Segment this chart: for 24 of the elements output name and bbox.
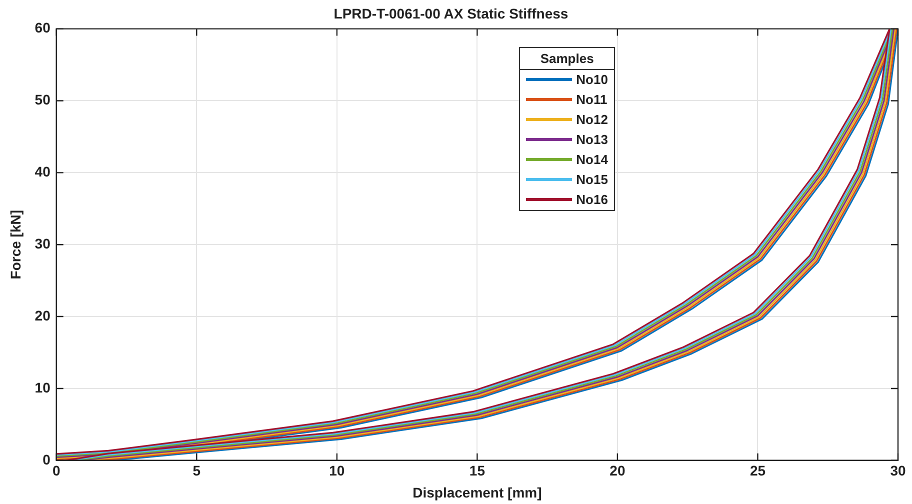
legend-title: Samples xyxy=(520,48,614,70)
legend-label: No16 xyxy=(576,192,608,208)
chart-title: LPRD-T-0061-00 AX Static Stiffness xyxy=(334,5,568,22)
x-tick-label: 25 xyxy=(750,462,766,479)
x-tick-label: 15 xyxy=(469,462,486,479)
legend-label: No11 xyxy=(576,92,608,108)
legend-label: No14 xyxy=(576,152,608,168)
x-axis-title: Displacement [mm] xyxy=(412,484,542,500)
x-tick-label: 5 xyxy=(192,462,201,479)
x-tick-label: 10 xyxy=(329,462,345,479)
y-tick-label: 10 xyxy=(34,379,51,396)
y-tick-label: 30 xyxy=(34,235,51,252)
x-tick-label: 20 xyxy=(610,462,626,479)
y-axis-title: Force [kN] xyxy=(7,210,24,280)
legend-label: No12 xyxy=(576,112,608,128)
y-tick-label: 20 xyxy=(34,307,51,324)
x-tick-label: 30 xyxy=(890,462,906,479)
legend-label: No10 xyxy=(576,72,608,88)
y-tick-label: 0 xyxy=(42,451,51,468)
y-tick-label: 60 xyxy=(34,20,51,36)
legend-label: No13 xyxy=(576,132,608,148)
y-tick-label: 40 xyxy=(34,164,51,180)
y-tick-label: 50 xyxy=(34,92,51,108)
legend-label: No15 xyxy=(576,172,608,188)
